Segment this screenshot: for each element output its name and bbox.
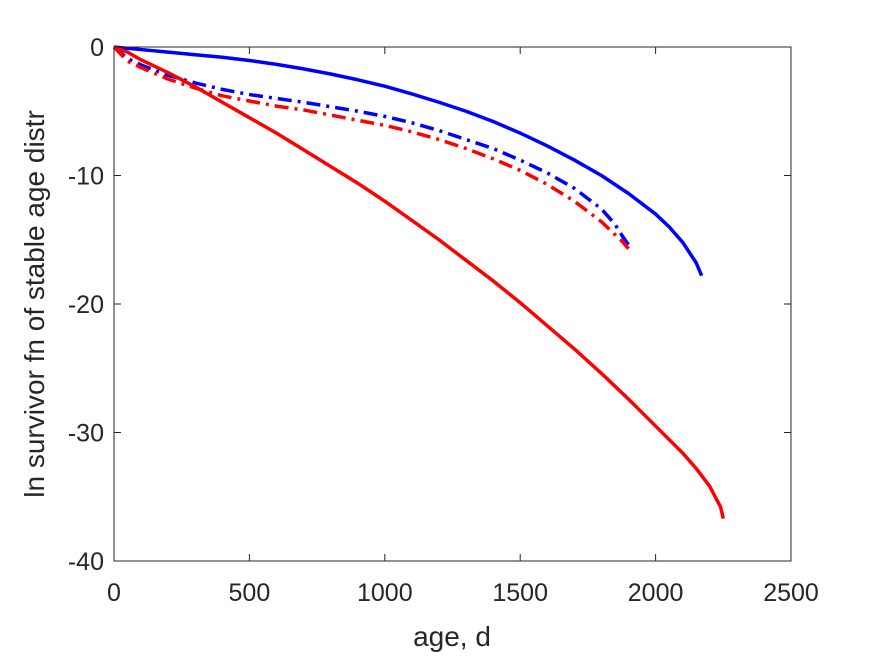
x-axis-label: age, d [413, 621, 491, 652]
series-line-4 [113, 45, 726, 519]
series-line-3 [112, 45, 630, 250]
x-tick-label: 500 [229, 579, 271, 607]
y-tick-label: -10 [68, 163, 104, 191]
series-layer [112, 45, 726, 519]
x-tick-label: 2500 [763, 579, 819, 607]
x-tick-label: 2000 [628, 579, 684, 607]
x-tick-label: 1500 [492, 579, 548, 607]
y-tick-label: -40 [68, 548, 104, 576]
y-tick-label: -30 [68, 420, 104, 448]
x-tick-label: 0 [107, 579, 121, 607]
y-axis-label: ln survivor fn of stable age distr [19, 110, 50, 498]
x-tick-label: 1000 [357, 579, 413, 607]
series-line-1 [113, 45, 704, 277]
axes-layer: 0 500 1000 1500 2000 2500 0 -10 -20 -30 -40 [68, 34, 819, 607]
y-tick-label: 0 [90, 34, 104, 62]
y-tick-label: -20 [68, 291, 104, 319]
